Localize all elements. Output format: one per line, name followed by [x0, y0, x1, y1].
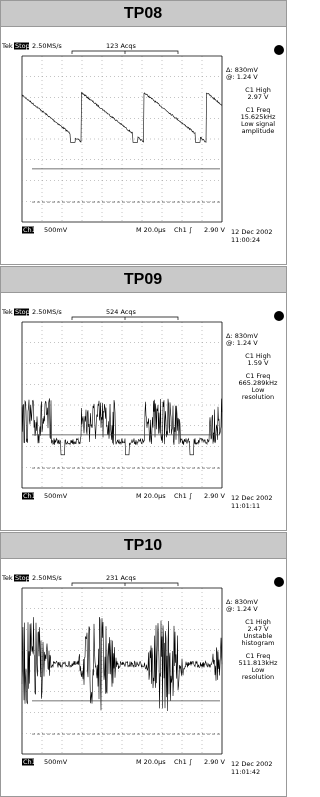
- sample-rate: 2.50MS/s: [32, 42, 62, 50]
- acquisitions: 524 Acqs: [106, 308, 137, 316]
- scale: 500mV: [44, 758, 68, 766]
- channel: Ch1: [23, 226, 36, 234]
- timebase: M 20.0µs: [136, 758, 166, 766]
- sample-rate: 2.50MS/s: [32, 308, 62, 316]
- panel-title: TP09: [124, 271, 162, 288]
- trigger-level: 2.90 V: [204, 758, 226, 766]
- time: 11:01:11: [231, 502, 260, 510]
- brand: Tek: [1, 308, 13, 316]
- trigger: Ch1 ∫: [174, 226, 193, 234]
- brand: Tek: [1, 42, 13, 50]
- date: 12 Dec 2002: [231, 760, 273, 768]
- page: TP08TekStop2.50MS/s123 AcqsΔ: 830mV@: 1.…: [0, 0, 320, 797]
- scale: 500mV: [44, 226, 68, 234]
- panel-title: TP08: [124, 5, 162, 22]
- measurement: amplitude: [242, 127, 275, 135]
- scale: 500mV: [44, 492, 68, 500]
- measurement: resolution: [242, 673, 274, 681]
- sample-rate: 2.50MS/s: [32, 574, 62, 582]
- date: 12 Dec 2002: [231, 228, 273, 236]
- mode: Stop: [15, 574, 30, 582]
- readout: @: 1.24 V: [226, 339, 258, 347]
- acquisitions: 231 Acqs: [106, 574, 137, 582]
- timebase: M 20.0µs: [136, 226, 166, 234]
- mode: Stop: [15, 308, 30, 316]
- mode: Stop: [15, 42, 30, 50]
- indicator: [274, 577, 284, 587]
- readout: @: 1.24 V: [226, 605, 258, 613]
- brand: Tek: [1, 574, 13, 582]
- measurement: resolution: [242, 393, 274, 401]
- panel-title: TP10: [124, 537, 162, 554]
- time: 11:00:24: [231, 236, 260, 244]
- indicator: [274, 311, 284, 321]
- measurement: histogram: [242, 639, 275, 647]
- trigger: Ch1 ∫: [174, 492, 193, 500]
- trigger-level: 2.90 V: [204, 492, 226, 500]
- readout: @: 1.24 V: [226, 73, 258, 81]
- trigger: Ch1 ∫: [174, 758, 193, 766]
- measurement: 1.59 V: [248, 359, 270, 367]
- acquisitions: 123 Acqs: [106, 42, 137, 50]
- time: 11:01:42: [231, 768, 260, 776]
- channel: Ch1: [23, 492, 36, 500]
- trigger-level: 2.90 V: [204, 226, 226, 234]
- indicator: [274, 45, 284, 55]
- measurement: 2.97 V: [248, 93, 270, 101]
- channel: Ch1: [23, 758, 36, 766]
- timebase: M 20.0µs: [136, 492, 166, 500]
- date: 12 Dec 2002: [231, 494, 273, 502]
